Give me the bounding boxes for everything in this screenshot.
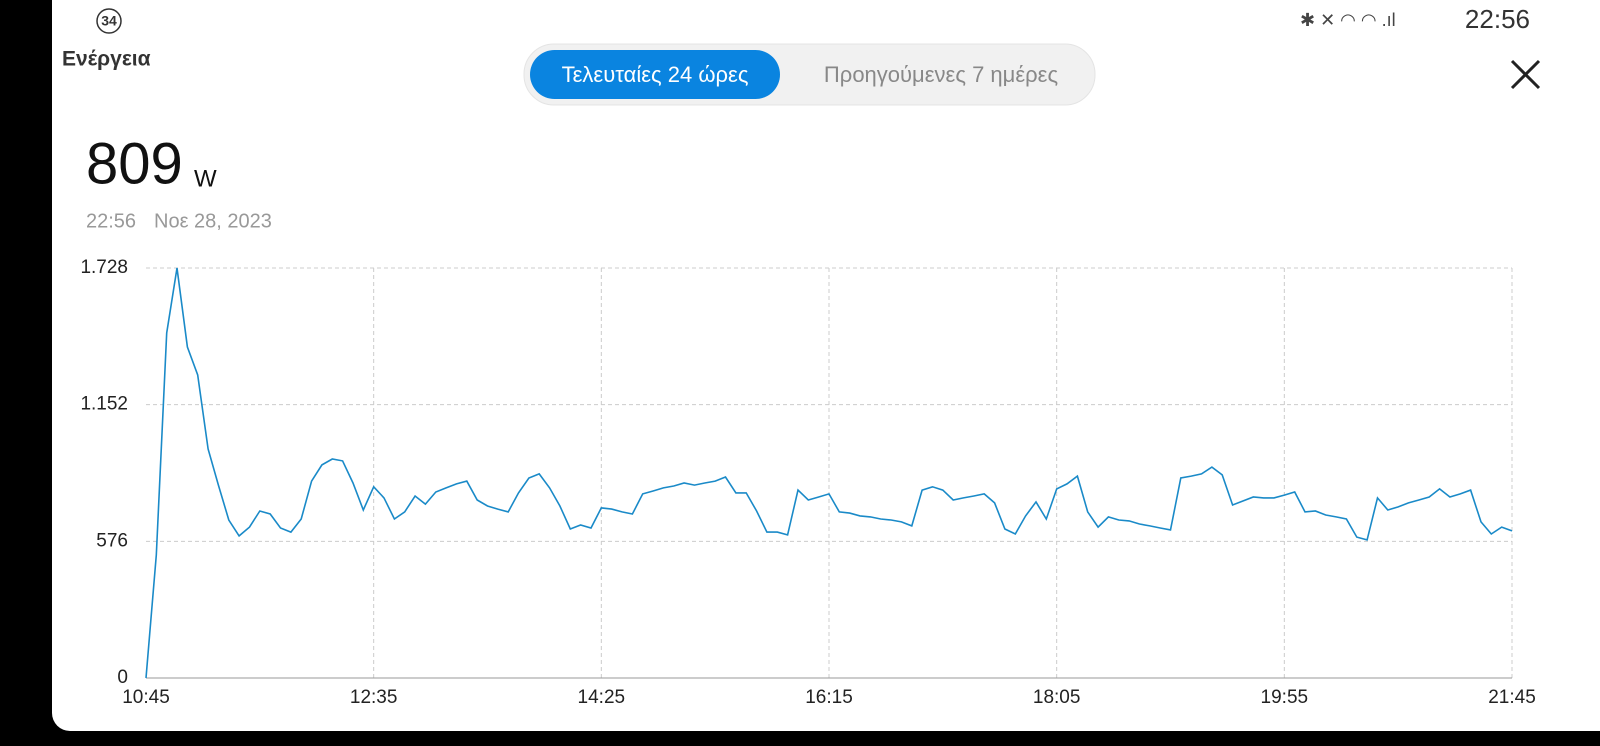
x-tick-label: 18:05	[1033, 687, 1081, 708]
reading-date: Νοε 28, 2023	[154, 210, 272, 232]
reading-unit: W	[194, 165, 217, 192]
badge: 34	[101, 13, 117, 29]
y-tick-label: 1.728	[80, 257, 128, 278]
x-tick-label: 10:45	[122, 687, 170, 708]
y-tick-label: 1.152	[80, 394, 128, 415]
tab-selected-bg	[530, 50, 780, 99]
x-tick-label: 16:15	[805, 687, 853, 708]
close-button[interactable]	[1510, 59, 1541, 90]
tab[interactable]: Τελευταίες 24 ώρες	[562, 62, 749, 87]
card	[52, 0, 1600, 731]
reading-time: 22:56	[86, 210, 136, 232]
plot: 0 576 1.152 1.728 10:45 12:35 14:25 16:15 18:05 1…	[80, 257, 1535, 708]
x-tick-label: 12:35	[350, 687, 398, 708]
x-tick-label: 14:25	[578, 687, 626, 708]
y-tick-label: 0	[117, 667, 128, 688]
y-tick-label: 576	[96, 530, 128, 551]
title: Ενέργεια	[62, 48, 151, 71]
clock: 22:56	[1465, 4, 1530, 34]
line	[145, 267, 1513, 679]
badge-ring	[96, 8, 122, 34]
x-tick-label: 21:45	[1488, 687, 1536, 708]
tab[interactable]: Προηγούμενες 7 ημέρες	[824, 62, 1058, 87]
status-icons: ✱ ✕ ◠ ◠ .ıl	[1300, 10, 1396, 30]
x-tick-label: 19:55	[1261, 687, 1309, 708]
reading-value: 809	[86, 131, 183, 196]
